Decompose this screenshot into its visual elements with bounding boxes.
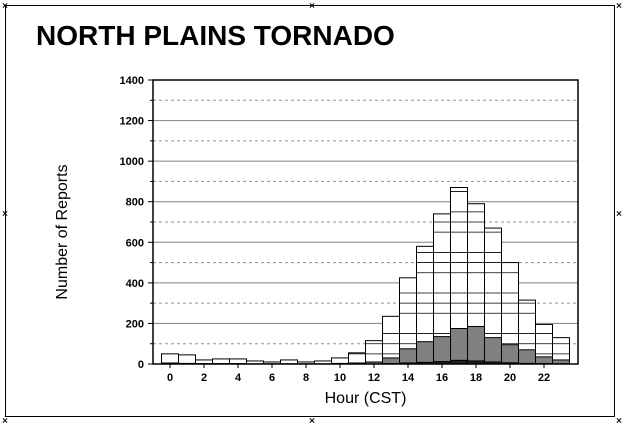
y-axis-ticks: 0 200 400 600 800 1000 1200 1400 [120,75,153,371]
x-tick-label: 12 [368,372,380,384]
x-tick-label: 0 [167,372,173,384]
bar-s0-h21 [518,299,536,365]
y-tick-label: 600 [126,237,144,249]
bars [161,187,570,365]
x-tick-label: 6 [269,372,275,384]
bar-s0-h1 [178,354,196,365]
y-tick-label: 1000 [120,156,144,168]
x-tick-label: 22 [538,372,550,384]
bar-s1-h14 [399,348,417,365]
y-tick-label: 1200 [120,116,144,128]
x-tick-label: 4 [235,372,242,384]
y-tick-label: 200 [126,318,144,330]
bar-s1-h17 [450,328,468,365]
x-axis-ticks: 0 2 4 6 8 10 12 14 16 18 20 22 [167,364,550,384]
bar-s1-h13 [382,357,400,365]
bar-s1-h20 [501,344,519,365]
bar-s1-h19 [484,337,502,365]
bar-s1-h18 [467,325,485,365]
chart-title: NORTH PLAINS TORNADO [36,20,395,51]
y-tick-label: 800 [126,197,144,209]
bar-s0-h11 [348,352,366,365]
x-axis-label: Hour (CST) [325,390,407,407]
bar-s0-h0 [161,353,179,365]
bar-s0-h12 [365,340,383,365]
bar-s0-h20 [501,262,519,365]
x-tick-label: 18 [470,372,482,384]
bar-s1-h22 [535,356,553,365]
x-tick-label: 2 [201,372,207,384]
x-tick-label: 14 [402,372,415,384]
y-tick-label: 400 [126,278,144,290]
y-axis-label: Number of Reports [54,164,71,299]
x-tick-label: 16 [436,372,448,384]
x-tick-label: 8 [303,372,309,384]
bar-s1-h15 [416,341,434,365]
bar-s0-h13 [382,315,400,365]
x-tick-label: 20 [504,372,516,384]
y-tick-label: 0 [138,359,144,371]
x-tick-label: 10 [334,372,346,384]
bar-s1-h21 [518,349,536,365]
bar-s1-h16 [433,336,451,365]
y-tick-label: 1400 [120,75,144,87]
bar-s0-h22 [535,323,553,365]
